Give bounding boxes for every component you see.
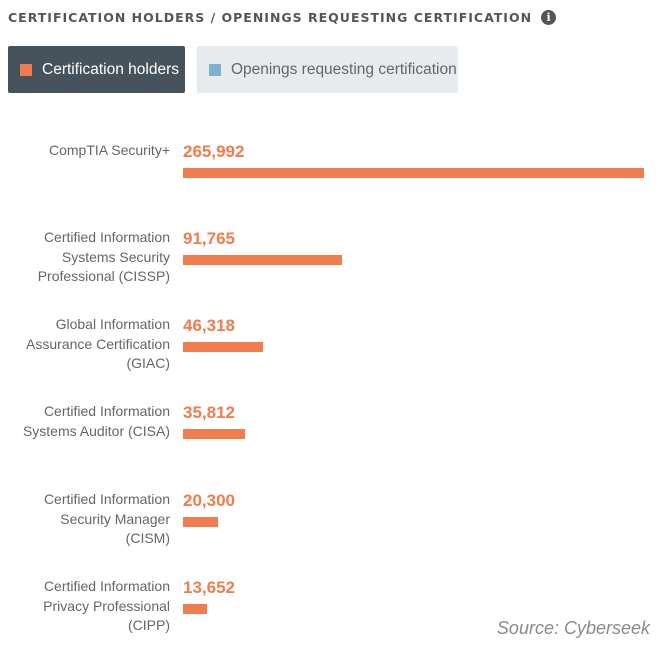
certification-holders-label: Certification holders: [42, 60, 179, 78]
value-label: 91,765: [183, 229, 235, 248]
category-label-line: (GIAC): [126, 355, 170, 371]
openings-requesting-certification-label: Openings requesting certification: [231, 60, 457, 78]
category-label-line: Security Manager: [60, 510, 170, 527]
bar[interactable]: [183, 604, 207, 614]
bar[interactable]: [183, 168, 644, 178]
chart-title: CERTIFICATION HOLDERS / OPENINGS REQUEST…: [8, 9, 533, 25]
category-label-line: Systems Security: [61, 248, 170, 265]
value-label: 13,652: [183, 578, 235, 597]
chart-header: CERTIFICATION HOLDERS / OPENINGS REQUEST…: [8, 8, 557, 26]
certification-holders-swatch: [20, 63, 32, 76]
category-label: Certified Information Systems Security Pro…: [0, 228, 170, 287]
category-label-line: Professional (CISSP): [37, 268, 170, 284]
value-label: 35,812: [183, 403, 235, 422]
value-label: 20,300: [183, 491, 235, 510]
category-label-line: Certified Information: [43, 403, 170, 419]
category-label-line: Certified Information: [43, 578, 170, 594]
openings-requesting-certification-toggle[interactable]: Openings requesting certification: [197, 46, 458, 93]
category-label: Certified Information Systems Auditor (CI…: [0, 402, 170, 441]
category-label-line: Certified Information: [43, 229, 170, 245]
category-label-line: CompTIA Security+: [49, 142, 170, 158]
category-label-line: Global Information: [55, 316, 170, 332]
category-label: CompTIA Security+: [0, 141, 170, 161]
value-label: 265,992: [183, 142, 245, 161]
source-note: Source: Cyberseek: [496, 618, 650, 638]
category-label-line: Certified Information: [43, 491, 170, 507]
category-label: Certified Information Privacy Professiona…: [0, 577, 170, 636]
category-label-line: Assurance Certification: [26, 335, 170, 352]
category-label-line: Systems Auditor (CISA): [22, 422, 170, 439]
info-icon[interactable]: i: [541, 9, 557, 25]
bar[interactable]: [183, 517, 218, 527]
bar[interactable]: [183, 255, 342, 265]
category-label: Certified Information Security Manager (CI…: [0, 490, 170, 549]
certification-holders-toggle[interactable]: Certification holders: [8, 46, 185, 93]
bar[interactable]: [183, 429, 245, 439]
openings-swatch: [209, 63, 221, 76]
category-label-line: (CISM): [125, 530, 170, 546]
category-label-line: Privacy Professional: [43, 597, 170, 614]
bar[interactable]: [183, 342, 263, 352]
category-label-line: (CIPP): [128, 617, 170, 633]
value-label: 46,318: [183, 316, 235, 335]
category-label: Global Information Assurance Certificatio…: [0, 315, 170, 374]
